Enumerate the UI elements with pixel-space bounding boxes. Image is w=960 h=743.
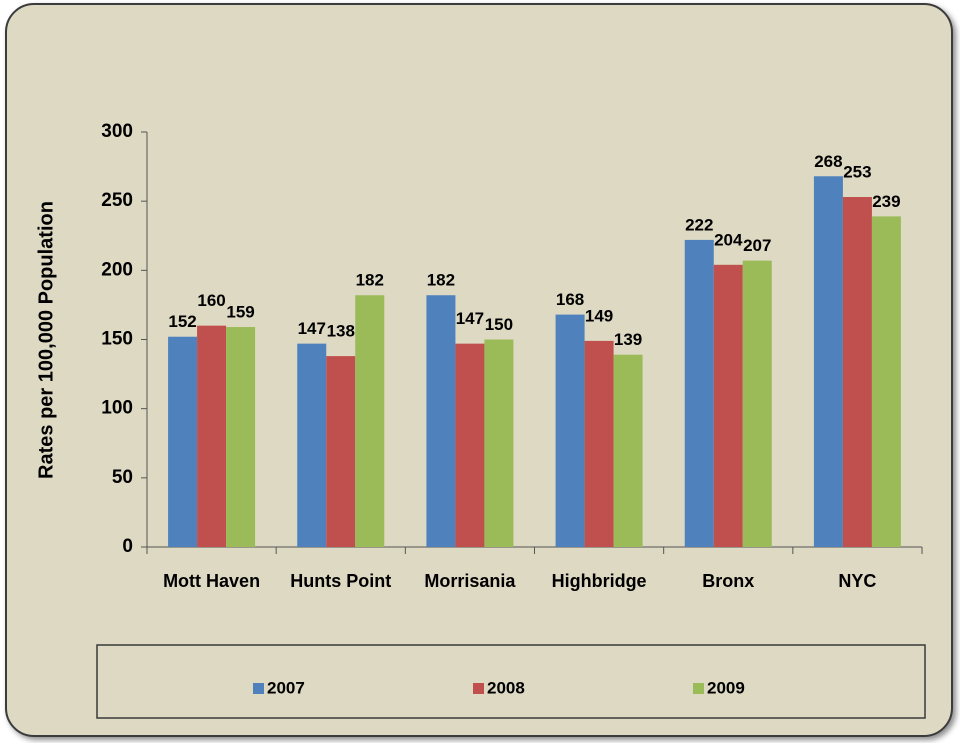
y-axis-label: Rates per 100,000 Population xyxy=(35,201,57,479)
bar xyxy=(484,339,514,547)
x-tick-label: Mott Haven xyxy=(163,571,260,591)
y-tick-label: 150 xyxy=(101,329,133,350)
bar xyxy=(326,356,356,547)
x-tick-label: Bronx xyxy=(702,571,754,591)
bar xyxy=(197,325,227,547)
value-label: 159 xyxy=(226,303,254,322)
legend-label: 2009 xyxy=(707,678,745,697)
legend-swatch xyxy=(473,683,484,694)
legend-box xyxy=(96,644,926,719)
value-label: 139 xyxy=(614,330,642,349)
x-tick-label: Hunts Point xyxy=(290,571,391,591)
bar xyxy=(226,327,256,547)
value-label: 147 xyxy=(456,309,484,328)
legend-label: 2007 xyxy=(267,678,305,697)
x-tick-label: Morrisania xyxy=(424,571,516,591)
legend-label: 2008 xyxy=(487,678,525,697)
value-label: 182 xyxy=(356,271,384,290)
bar xyxy=(555,314,585,547)
value-label: 147 xyxy=(298,319,326,338)
value-label: 253 xyxy=(843,163,871,182)
legend-swatch xyxy=(253,683,264,694)
bar xyxy=(168,336,198,547)
value-label: 222 xyxy=(685,215,713,234)
x-tick-label: Highbridge xyxy=(552,571,647,591)
value-label: 152 xyxy=(168,312,196,331)
value-label: 204 xyxy=(714,230,743,249)
y-tick-label: 300 xyxy=(101,121,133,142)
legend-swatch xyxy=(693,683,704,694)
bar xyxy=(297,343,327,547)
value-label: 268 xyxy=(814,152,842,171)
value-label: 182 xyxy=(427,271,455,290)
bar xyxy=(455,343,485,547)
bar xyxy=(684,239,714,547)
y-tick-label: 100 xyxy=(101,398,133,419)
value-label: 160 xyxy=(197,291,225,310)
bar xyxy=(713,264,743,547)
y-tick-label: 0 xyxy=(122,536,133,557)
value-label: 149 xyxy=(585,306,613,325)
x-tick-label: NYC xyxy=(838,571,876,591)
y-tick-label: 250 xyxy=(101,190,133,211)
y-tick-label: 200 xyxy=(101,259,133,280)
bar xyxy=(584,340,614,547)
y-tick-label: 50 xyxy=(112,467,133,488)
value-label: 239 xyxy=(872,192,900,211)
value-label: 138 xyxy=(327,322,355,341)
bar xyxy=(813,176,843,547)
bar xyxy=(355,295,385,547)
bar xyxy=(842,197,872,547)
bar xyxy=(426,295,456,547)
bar xyxy=(613,354,643,547)
bar xyxy=(871,216,901,547)
value-label: 150 xyxy=(485,315,513,334)
value-label: 207 xyxy=(743,236,771,255)
bar xyxy=(742,260,772,547)
value-label: 168 xyxy=(556,290,584,309)
